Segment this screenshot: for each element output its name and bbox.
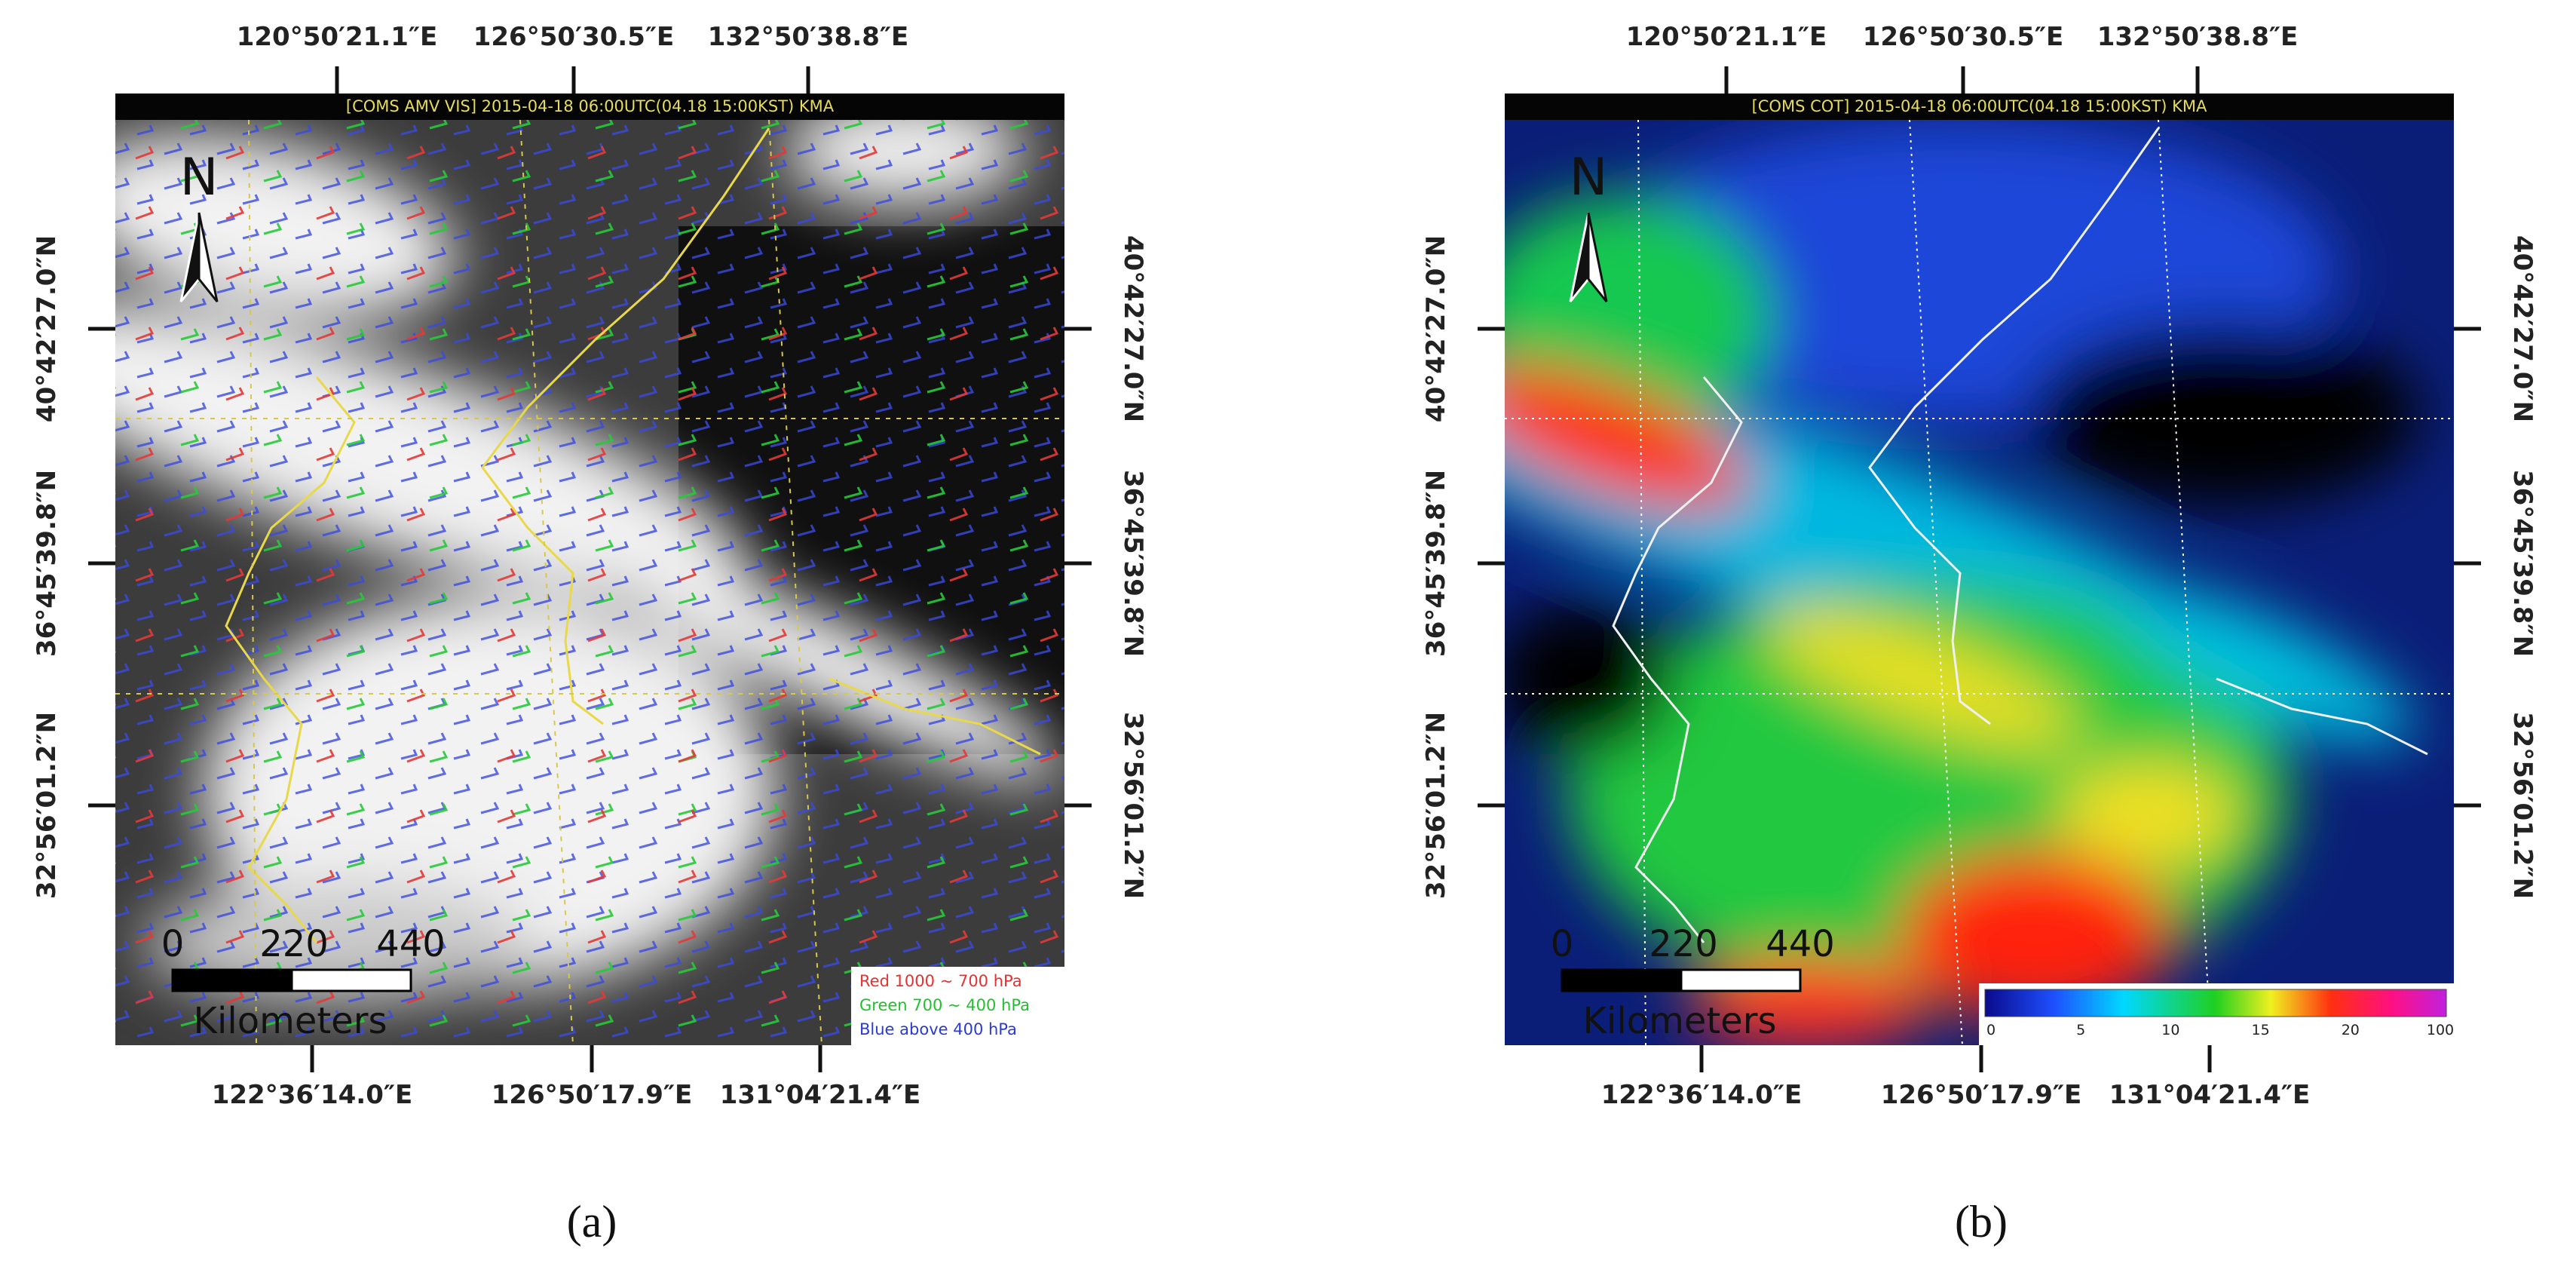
north-arrow bbox=[1587, 212, 1608, 302]
scale-label: 0 bbox=[161, 923, 185, 965]
scale-label: 220 bbox=[259, 923, 329, 965]
panel-caption: (b) bbox=[1955, 1197, 2008, 1247]
scale-label: 440 bbox=[376, 923, 446, 965]
left-tick-label: 36°45′39.8″N bbox=[1421, 470, 1451, 657]
satellite-image-vis bbox=[115, 120, 1064, 1045]
right-tick-label: 40°42′27.0″N bbox=[2507, 235, 2538, 422]
top-tick-label: 120°50′21.1″E bbox=[237, 22, 438, 52]
top-tick-label: 126°50′30.5″E bbox=[1863, 22, 2064, 52]
legend-entry: Blue above 400 hPa bbox=[859, 1020, 1017, 1038]
left-tick-label: 40°42′27.0″N bbox=[1421, 235, 1451, 422]
right-tick-label: 36°45′39.8″N bbox=[1118, 470, 1148, 657]
top-tick-label: 126°50′30.5″E bbox=[473, 22, 675, 52]
scale-bar bbox=[290, 968, 412, 992]
bottom-tick-label: 126°50′17.9″E bbox=[492, 1080, 693, 1110]
top-tick-label: 120°50′21.1″E bbox=[1626, 22, 1827, 52]
right-tick-label: 36°45′39.8″N bbox=[2507, 470, 2538, 657]
legend-box bbox=[851, 967, 1064, 1045]
scale-label: 220 bbox=[1649, 923, 1718, 965]
left-tick-label: 32°56′01.2″N bbox=[32, 712, 62, 899]
right-tick-label: 32°56′01.2″N bbox=[1118, 712, 1148, 899]
scale-label: 440 bbox=[1766, 923, 1835, 965]
scale-bar bbox=[1561, 968, 1683, 992]
left-tick-label: 40°42′27.0″N bbox=[32, 235, 62, 422]
scale-bar bbox=[171, 968, 293, 992]
panel-header: [COMS COT] 2015-04-18 06:00UTC(04.18 15:… bbox=[1752, 97, 2207, 115]
colorbar-label: 5 bbox=[2076, 1022, 2085, 1038]
north-arrow bbox=[198, 212, 219, 302]
scale-bar bbox=[1680, 968, 1802, 992]
colorbar-label: 15 bbox=[2252, 1022, 2270, 1038]
top-tick-label: 132°50′38.8″E bbox=[2097, 22, 2299, 52]
satellite-image-cot bbox=[1505, 120, 2454, 1045]
panel-header: [COMS AMV VIS] 2015-04-18 06:00UTC(04.18… bbox=[346, 97, 835, 115]
legend-entry: Red 1000 ~ 700 hPa bbox=[859, 972, 1022, 990]
header-bar bbox=[1505, 94, 2454, 120]
colorbar-label: 100 bbox=[2427, 1022, 2454, 1038]
colorbar bbox=[1984, 989, 2447, 1017]
panel-caption: (a) bbox=[567, 1197, 617, 1247]
scale-unit: Kilometers bbox=[194, 1000, 387, 1042]
colorbar-label: 0 bbox=[1986, 1022, 1996, 1038]
legend-entry: Green 700 ~ 400 hPa bbox=[859, 996, 1030, 1014]
colorbar-label: 20 bbox=[2342, 1022, 2360, 1038]
bottom-tick-label: 122°36′14.0″E bbox=[212, 1080, 413, 1110]
bottom-tick-label: 126°50′17.9″E bbox=[1881, 1080, 2082, 1110]
left-tick-label: 32°56′01.2″N bbox=[1421, 712, 1451, 899]
colorbar-label: 10 bbox=[2161, 1022, 2179, 1038]
right-tick-label: 32°56′01.2″N bbox=[2507, 712, 2538, 899]
header-bar bbox=[115, 94, 1064, 120]
scale-label: 0 bbox=[1551, 923, 1574, 965]
left-tick-label: 36°45′39.8″N bbox=[32, 470, 62, 657]
scale-unit: Kilometers bbox=[1583, 1000, 1777, 1042]
right-tick-label: 40°42′27.0″N bbox=[1118, 235, 1148, 422]
north-label: N bbox=[1570, 148, 1608, 207]
bottom-tick-label: 131°04′21.4″E bbox=[720, 1080, 921, 1110]
bottom-tick-label: 131°04′21.4″E bbox=[2109, 1080, 2311, 1110]
top-tick-label: 132°50′38.8″E bbox=[708, 22, 909, 52]
bottom-tick-label: 122°36′14.0″E bbox=[1601, 1080, 1803, 1110]
north-label: N bbox=[180, 148, 219, 207]
